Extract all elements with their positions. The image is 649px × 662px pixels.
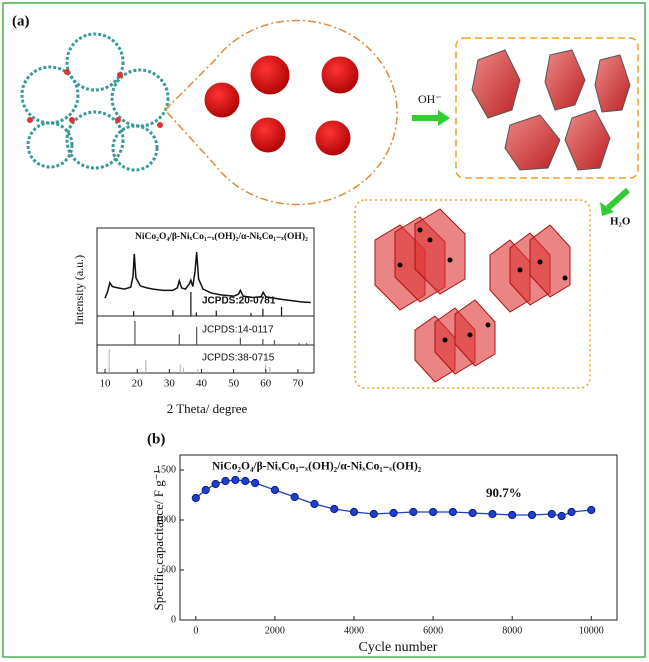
data-point <box>202 486 209 493</box>
mof-atoms <box>27 69 163 128</box>
stacks <box>375 209 570 382</box>
chart-title: NiCo₂O₄/β-NiₓCo₁₋ₓ(OH)₂/α-NiₓCo₁₋ₓ(OH)₂ <box>135 231 308 242</box>
panel-label: (b) <box>147 431 165 447</box>
data-point <box>390 509 397 516</box>
y-tick-label: 0 <box>171 614 176 625</box>
data-point <box>271 486 278 493</box>
y-axis-label: Specific capacitance/ F g⁻¹ <box>151 469 166 610</box>
data-point <box>558 512 565 519</box>
data-point <box>291 493 298 500</box>
data-point <box>430 508 437 515</box>
x-tick-label: 4000 <box>344 625 364 636</box>
data-point <box>469 509 476 516</box>
x-tick-label: 2000 <box>265 625 285 636</box>
x-tick-label: 10 <box>100 378 112 390</box>
data-point <box>370 510 377 517</box>
data-point <box>489 510 496 517</box>
y-axis-label: Intensity (a.u.) <box>72 255 86 325</box>
data-point <box>192 494 199 501</box>
particles <box>204 55 359 156</box>
reference-label: JCPDS:14-0117 <box>202 325 274 336</box>
reference-label: JCPDS:20-0781 <box>202 296 276 307</box>
x-tick-label: 0 <box>193 625 198 636</box>
figure: (a) (b) OH⁻ H₂O NiCo₂O₄/β-Ni <box>0 0 649 662</box>
data-point <box>252 479 259 486</box>
data-point <box>212 480 219 487</box>
data-point <box>222 477 229 484</box>
hexagons <box>472 50 630 170</box>
data-point <box>548 510 555 517</box>
data-point <box>449 508 456 515</box>
annotation: 90.7% <box>486 485 522 500</box>
data-point <box>410 508 417 515</box>
x-tick-label: 50 <box>228 378 240 390</box>
x-tick-label: 60 <box>260 378 272 390</box>
data-point <box>232 476 239 483</box>
x-tick-label: 40 <box>196 378 208 390</box>
x-tick-label: 8000 <box>502 625 522 636</box>
data-point <box>509 511 516 518</box>
arrow <box>608 190 628 208</box>
data-point <box>311 500 318 507</box>
arrow-label: OH⁻ <box>418 92 442 106</box>
x-tick-label: 20 <box>132 378 144 390</box>
zoom-outline <box>165 21 397 205</box>
data-point <box>528 511 535 518</box>
data-point <box>331 505 338 512</box>
x-tick-label: 10000 <box>579 625 604 636</box>
chart-title: NiCo₂O₄/β-NiₓCo₁₋ₓ(OH)₂/α-NiₓCo₁₋ₓ(OH)₂ <box>212 461 422 473</box>
panel-label: (a) <box>12 13 30 29</box>
arrow-head <box>438 110 450 126</box>
mof-structure <box>22 34 168 170</box>
x-axis-label: 2 Theta/ degree <box>167 401 248 416</box>
data-point <box>350 508 357 515</box>
frame <box>3 3 645 657</box>
data-point <box>568 508 575 515</box>
x-tick-label: 70 <box>292 378 304 390</box>
data-point <box>242 477 249 484</box>
x-axis-label: Cycle number <box>359 640 438 655</box>
x-tick-label: 6000 <box>423 625 443 636</box>
reference-label: JCPDS:38-0715 <box>202 353 275 364</box>
data-point <box>588 506 595 513</box>
arrow-label: H₂O <box>610 216 631 228</box>
x-tick-label: 30 <box>164 378 176 390</box>
